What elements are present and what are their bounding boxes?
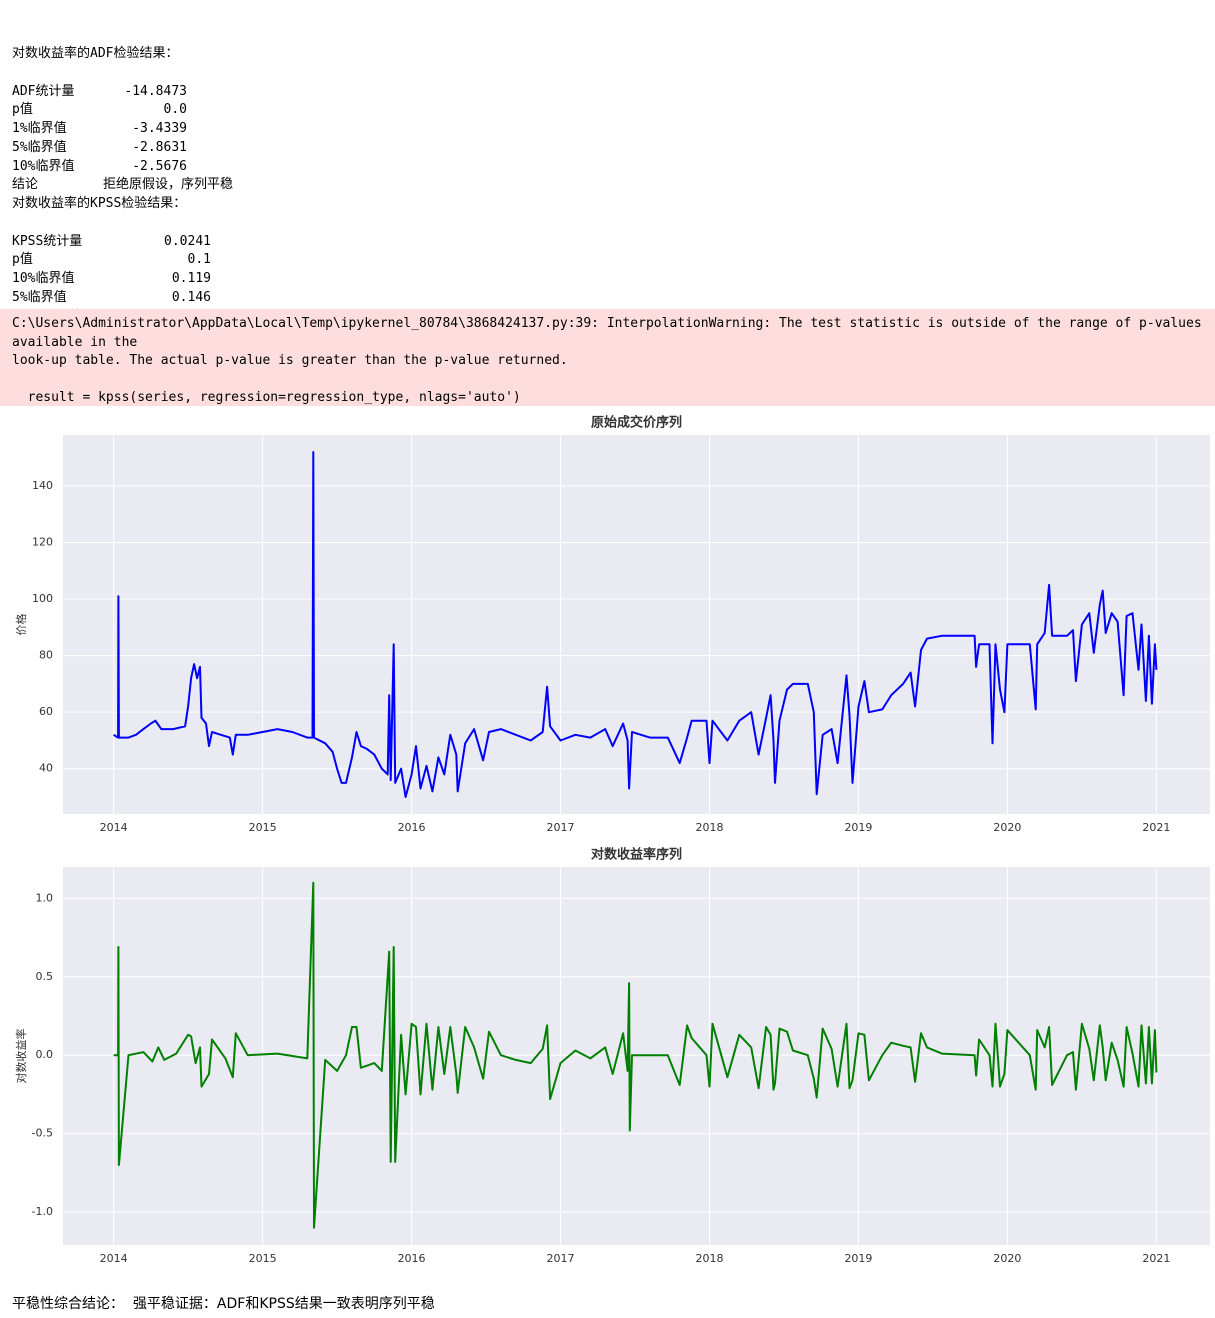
y-axis-label: 对数收益率 [14, 1029, 28, 1084]
x-tick-label: 2016 [398, 1252, 426, 1265]
y-tick-label: 80 [39, 649, 53, 662]
result-label: p值 [12, 252, 33, 268]
result-label: ADF统计量 [12, 83, 75, 99]
warning-box: C:\Users\Administrator\AppData\Local\Tem… [0, 309, 1215, 406]
result-label: KPSS统计量 [12, 233, 83, 249]
x-tick-label: 2015 [249, 1252, 277, 1265]
result-value: -2.8631 [132, 139, 187, 155]
result-label: 1%临界值 [12, 121, 67, 137]
y-tick-label: 0.5 [36, 970, 54, 983]
y-axis-label: 价格 [14, 614, 28, 636]
chart-title: 原始成交价序列 [591, 415, 682, 431]
result-value: 0.119 [171, 271, 211, 287]
line-series [113, 451, 1158, 798]
x-tick-label: 2020 [993, 1252, 1021, 1265]
adf-result: 对数收益率的ADF检验结果： ADF统计量 -14.8473 p值 0.0 1%临界值 -… [12, 8, 233, 195]
x-tick-label: 2018 [695, 821, 723, 834]
footer: 平稳性综合结论： 强平稳证据：ADF和KPSS结果一致表明序列平稳 [12, 1293, 435, 1313]
x-tick-label: 2014 [100, 821, 128, 834]
result-row: KPSS统计量 0.0241 [12, 233, 211, 252]
result-row: ADF统计量 -14.8473 [12, 83, 187, 102]
result-value: 0.0241 [164, 233, 211, 249]
footer-text: 强平稳证据：ADF和KPSS结果一致表明序列平稳 [132, 1296, 435, 1312]
result-value: -2.5676 [132, 158, 187, 174]
result-label: 5%临界值 [12, 139, 67, 155]
result-row: 10%临界值 -2.5676 [12, 158, 187, 177]
result-row: 结论 拒绝原假设，序列平稳 [12, 176, 233, 195]
y-tick-label: 140 [32, 479, 53, 492]
warning-line: look-up table. The actual p-value is gre… [12, 353, 568, 368]
x-tick-label: 2021 [1142, 1252, 1170, 1265]
result-label: 10%临界值 [12, 271, 75, 287]
y-tick-label: 40 [39, 762, 53, 775]
chart-title: 对数收益率序列 [591, 847, 682, 863]
result-label: 10%临界值 [12, 158, 75, 174]
x-tick-label: 2015 [249, 821, 277, 834]
result-value: 0.0 [163, 102, 187, 118]
kpss-title: 对数收益率的KPSS检验结果： [12, 196, 187, 212]
result-row: 5%临界值 -2.8631 [12, 139, 187, 158]
warning-line: result = kpss(series, regression=regress… [12, 390, 521, 405]
result-value: -14.8473 [124, 83, 187, 99]
result-value: 拒绝原假设，序列平稳 [103, 177, 234, 193]
x-tick-label: 2016 [398, 821, 426, 834]
y-tick-label: -0.5 [32, 1127, 53, 1140]
plot-area [63, 435, 1210, 814]
result-row: p值 0.1 [12, 251, 211, 270]
result-row: 5%临界值 0.146 [12, 289, 211, 308]
x-tick-label: 2019 [844, 821, 872, 834]
y-tick-label: 100 [32, 592, 53, 605]
warning-line: C:\Users\Administrator\AppData\Local\Tem… [12, 316, 1210, 350]
result-label: 结论 [12, 177, 39, 193]
y-tick-label: 1.0 [36, 891, 54, 904]
footer-label: 平稳性综合结论： [12, 1296, 124, 1312]
line-series [113, 881, 1158, 1229]
result-value: -3.4339 [132, 121, 187, 137]
x-tick-label: 2021 [1142, 821, 1170, 834]
y-tick-label: -1.0 [32, 1205, 53, 1218]
x-tick-label: 2017 [547, 821, 575, 834]
y-tick-label: 60 [39, 705, 53, 718]
result-value: 0.146 [171, 289, 211, 305]
result-value: 0.1 [187, 252, 211, 268]
result-row: 1%临界值 -3.4339 [12, 120, 187, 139]
y-tick-label: 0.0 [36, 1048, 54, 1061]
result-row: 10%临界值 0.119 [12, 270, 211, 289]
adf-title: 对数收益率的ADF检验结果： [12, 46, 179, 62]
y-tick-label: 120 [32, 535, 53, 548]
x-tick-label: 2019 [844, 1252, 872, 1265]
x-tick-label: 2020 [993, 821, 1021, 834]
x-tick-label: 2018 [695, 1252, 723, 1265]
x-tick-label: 2017 [547, 1252, 575, 1265]
x-tick-label: 2014 [100, 1252, 128, 1265]
result-label: 5%临界值 [12, 289, 67, 305]
result-row: p值 0.0 [12, 101, 187, 120]
result-label: p值 [12, 102, 33, 118]
